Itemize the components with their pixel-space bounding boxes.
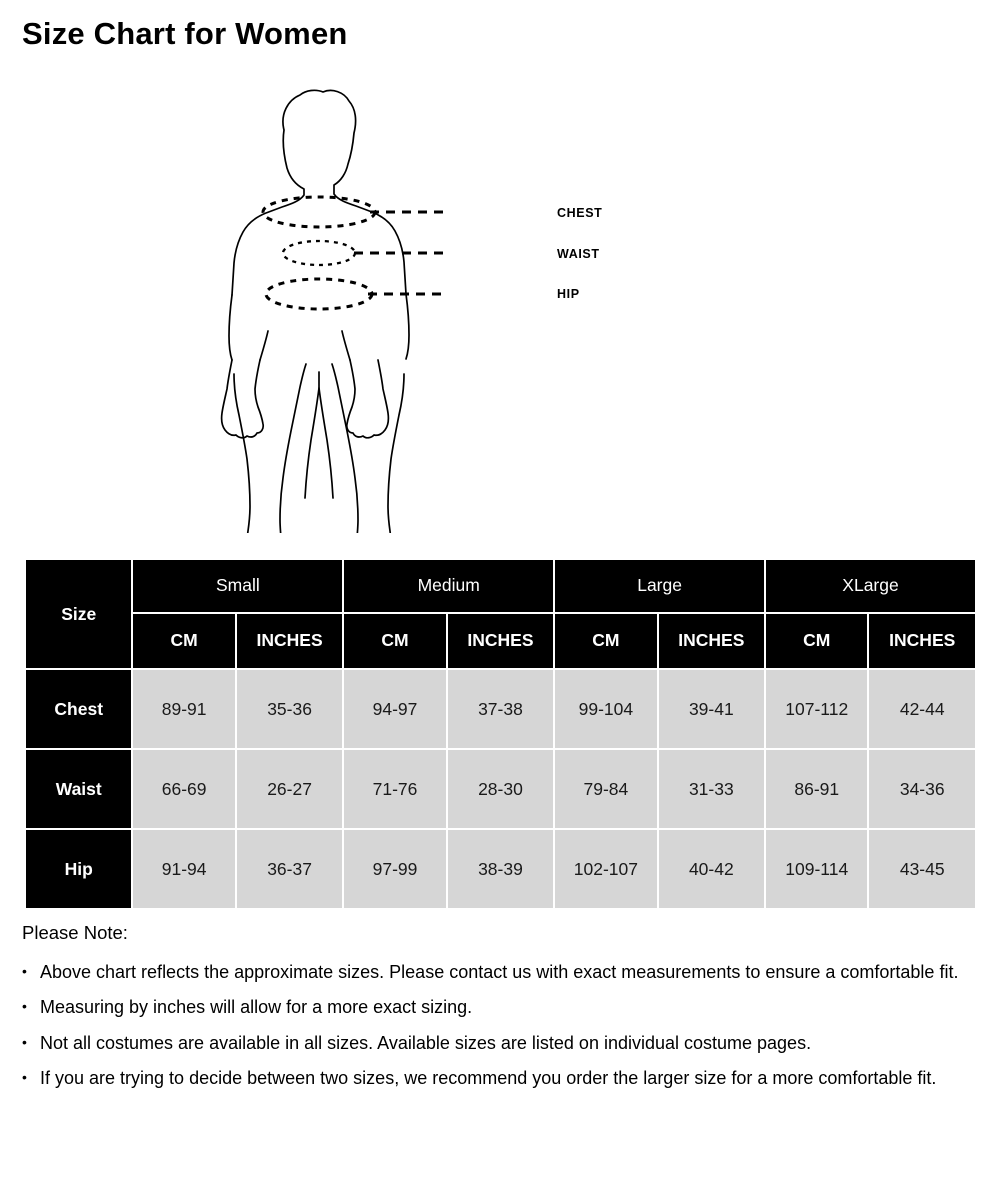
header-unit-small-inches: INCHES [236, 613, 343, 668]
bullet-icon: • [22, 1069, 27, 1086]
header-group-medium: Medium [344, 560, 554, 612]
header-size: Size [26, 560, 132, 668]
cell-chest-large-cm: 99-104 [555, 670, 657, 748]
bullet-icon: • [22, 963, 27, 979]
note-text: Not all costumes are available in all si… [40, 1032, 812, 1053]
chest-label: CHEST [557, 206, 603, 220]
cell-chest-xlarge-cm: 107-112 [766, 670, 868, 748]
waist-measure-ellipse [281, 239, 357, 267]
bullet-icon: • [22, 998, 27, 1015]
header-unit-large-inches: INCHES [658, 613, 765, 668]
note-text: Above chart reflects the approximate siz… [40, 962, 959, 982]
cell-hip-small-inches: 36-37 [236, 830, 343, 908]
note-text: If you are trying to decide between two … [40, 1068, 937, 1089]
notes-section: Please Note: • Above chart reflects the … [22, 922, 982, 1101]
cell-chest-medium-cm: 94-97 [344, 670, 446, 748]
table-row: Chest 89-91 35-36 94-97 37-38 99-104 39-… [26, 670, 975, 748]
list-item: • If you are trying to decide between tw… [22, 1065, 982, 1091]
row-label-waist: Waist [26, 750, 132, 828]
cell-chest-small-cm: 89-91 [133, 670, 235, 748]
header-unit-xlarge-inches: INCHES [869, 613, 975, 668]
body-measurement-diagram: CHEST WAIST HIP [0, 88, 1000, 533]
waist-label: WAIST [557, 247, 600, 261]
cell-waist-xlarge-cm: 86-91 [766, 750, 868, 828]
header-group-xlarge: XLarge [766, 560, 975, 612]
bullet-icon: • [22, 1033, 27, 1050]
table-header-group-row: Size Small Medium Large XLarge [26, 560, 975, 668]
hip-measure-ellipse [264, 277, 374, 311]
header-group-large: Large [555, 560, 765, 612]
cell-chest-large-inches: 39-41 [658, 670, 765, 748]
cell-hip-medium-cm: 97-99 [344, 830, 446, 908]
notes-heading: Please Note: [22, 922, 128, 943]
header-unit-small-cm: CM [133, 613, 235, 668]
header-unit-large-cm: CM [555, 613, 657, 668]
list-item: • Not all costumes are available in all … [22, 1030, 982, 1056]
cell-chest-xlarge-inches: 42-44 [869, 670, 975, 748]
header-unit-medium-cm: CM [344, 613, 446, 668]
page-title: Size Chart for Women [22, 16, 348, 51]
cell-chest-small-inches: 35-36 [236, 670, 343, 748]
cell-hip-large-cm: 102-107 [555, 830, 657, 908]
header-group-small: Small [133, 560, 343, 612]
hip-label: HIP [557, 287, 580, 301]
cell-waist-large-cm: 79-84 [555, 750, 657, 828]
row-label-chest: Chest [26, 670, 132, 748]
row-label-hip: Hip [26, 830, 132, 908]
cell-waist-medium-cm: 71-76 [344, 750, 446, 828]
chest-measure-ellipse [261, 195, 377, 229]
table-row: Waist 66-69 26-27 71-76 28-30 79-84 31-3… [26, 750, 975, 828]
size-chart-table: Size Small Medium Large XLarge CM INCHES… [24, 558, 977, 910]
cell-hip-small-cm: 91-94 [133, 830, 235, 908]
table-row: Hip 91-94 36-37 97-99 38-39 102-107 40-4… [26, 830, 975, 908]
cell-waist-medium-inches: 28-30 [447, 750, 554, 828]
list-item: • Above chart reflects the approximate s… [22, 959, 982, 985]
cell-hip-xlarge-cm: 109-114 [766, 830, 868, 908]
cell-chest-medium-inches: 37-38 [447, 670, 554, 748]
header-unit-medium-inches: INCHES [447, 613, 554, 668]
cell-hip-medium-inches: 38-39 [447, 830, 554, 908]
list-item: • Measuring by inches will allow for a m… [22, 994, 982, 1020]
cell-hip-large-inches: 40-42 [658, 830, 765, 908]
table-header-unit-row: CM INCHES CM INCHES CM INCHES CM INCHES [26, 613, 975, 668]
cell-hip-xlarge-inches: 43-45 [869, 830, 975, 908]
cell-waist-large-inches: 31-33 [658, 750, 765, 828]
cell-waist-xlarge-inches: 34-36 [869, 750, 975, 828]
header-unit-xlarge-cm: CM [766, 613, 868, 668]
female-body-silhouette-icon [220, 89, 445, 533]
cell-waist-small-inches: 26-27 [236, 750, 343, 828]
note-text: Measuring by inches will allow for a mor… [40, 997, 473, 1018]
cell-waist-small-cm: 66-69 [133, 750, 235, 828]
